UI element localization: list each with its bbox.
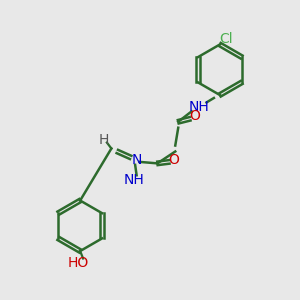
Text: HO: HO (68, 256, 89, 270)
Text: H: H (99, 133, 109, 147)
Text: NH: NH (123, 173, 144, 187)
Text: O: O (189, 109, 200, 123)
Text: NH: NH (189, 100, 209, 114)
Text: O: O (168, 153, 179, 167)
Text: N: N (131, 153, 142, 167)
Text: Cl: Cl (219, 32, 232, 46)
